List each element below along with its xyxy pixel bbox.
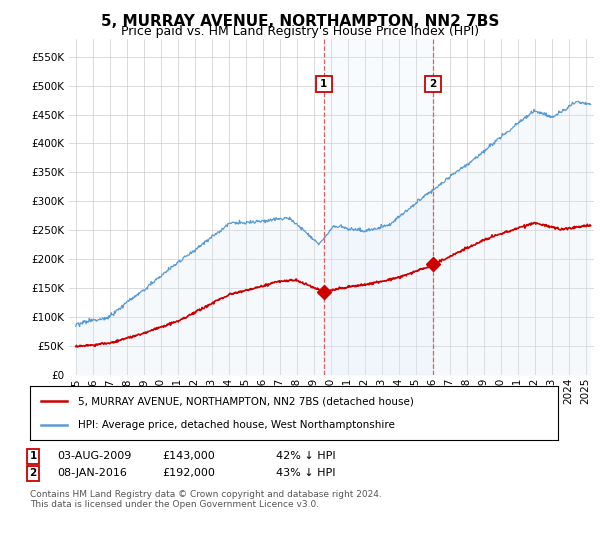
Text: 5, MURRAY AVENUE, NORTHAMPTON, NN2 7BS: 5, MURRAY AVENUE, NORTHAMPTON, NN2 7BS — [101, 14, 499, 29]
Text: 5, MURRAY AVENUE, NORTHAMPTON, NN2 7BS (detached house): 5, MURRAY AVENUE, NORTHAMPTON, NN2 7BS (… — [77, 396, 413, 407]
Text: 42% ↓ HPI: 42% ↓ HPI — [276, 451, 335, 461]
Text: 43% ↓ HPI: 43% ↓ HPI — [276, 468, 335, 478]
Text: HPI: Average price, detached house, West Northamptonshire: HPI: Average price, detached house, West… — [77, 419, 394, 430]
Text: 1: 1 — [29, 451, 37, 461]
Text: £192,000: £192,000 — [162, 468, 215, 478]
Text: 2: 2 — [430, 79, 437, 89]
Text: Contains HM Land Registry data © Crown copyright and database right 2024.
This d: Contains HM Land Registry data © Crown c… — [30, 490, 382, 510]
Text: 03-AUG-2009: 03-AUG-2009 — [57, 451, 131, 461]
Text: £143,000: £143,000 — [162, 451, 215, 461]
Text: Price paid vs. HM Land Registry's House Price Index (HPI): Price paid vs. HM Land Registry's House … — [121, 25, 479, 38]
Text: 2: 2 — [29, 468, 37, 478]
Text: 08-JAN-2016: 08-JAN-2016 — [57, 468, 127, 478]
Bar — [323, 39, 433, 375]
Text: 1: 1 — [320, 79, 327, 89]
